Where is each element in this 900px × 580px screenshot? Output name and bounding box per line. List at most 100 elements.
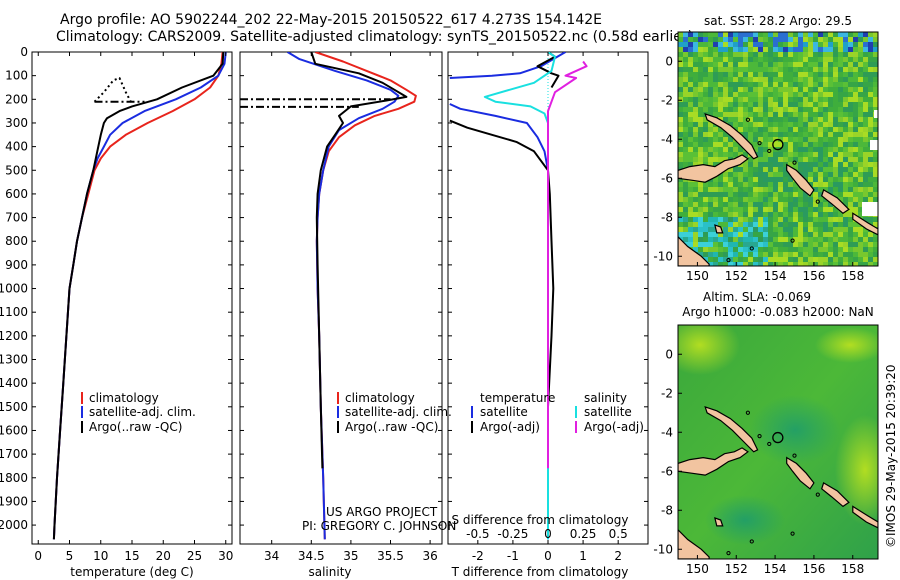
sst-cell <box>818 177 823 182</box>
sst-cell <box>703 57 708 62</box>
sst-cell <box>713 247 718 252</box>
new-ireland-land <box>704 405 759 453</box>
sst-cell <box>828 227 833 232</box>
sst-cell <box>748 117 753 122</box>
sst-cell <box>848 102 853 107</box>
sst-cell <box>788 217 793 222</box>
sst-cell <box>743 222 748 227</box>
sst-cell <box>828 72 833 77</box>
sst-cell <box>723 202 728 207</box>
sst-cell <box>868 122 873 127</box>
sst-cell <box>798 192 803 197</box>
sst-cell <box>788 77 793 82</box>
sst-cell <box>778 202 783 207</box>
sst-cell <box>808 197 813 202</box>
sst-cell <box>813 192 818 197</box>
sst-cell <box>833 227 838 232</box>
sst-cell <box>788 257 793 262</box>
sst-cell <box>843 262 848 266</box>
sst-cell <box>748 52 753 57</box>
sst-cell <box>728 47 733 52</box>
sst-cell <box>848 117 853 122</box>
map-ytick-label: -8 <box>661 210 673 224</box>
sst-cell <box>738 147 743 152</box>
sst-cell <box>858 257 863 262</box>
sst-cell <box>753 212 758 217</box>
sst-cell <box>808 207 813 212</box>
sst-cell <box>743 62 748 67</box>
sst-cell <box>863 67 868 72</box>
sst-cell <box>788 57 793 62</box>
sst-cell <box>683 137 688 142</box>
sst-cell <box>808 162 813 167</box>
sst-cell <box>868 237 873 242</box>
sst-cell <box>698 157 703 162</box>
sst-cell <box>863 137 868 142</box>
sst-cell <box>768 222 773 227</box>
sst-cell <box>723 72 728 77</box>
sst-cell <box>778 87 783 92</box>
sst-cell <box>793 57 798 62</box>
sst-cell <box>818 32 823 37</box>
sst-cell <box>828 202 833 207</box>
sst-cell <box>748 137 753 142</box>
sst-cell <box>753 92 758 97</box>
sst-cell <box>798 212 803 217</box>
sst-cell <box>788 107 793 112</box>
sst-cell <box>803 52 808 57</box>
sst-cell <box>783 217 788 222</box>
sst-cell <box>823 102 828 107</box>
sst-cell <box>763 112 768 117</box>
sst-cell <box>728 32 733 37</box>
sst-cell <box>788 202 793 207</box>
sst-cell <box>853 77 858 82</box>
sst-cell <box>723 97 728 102</box>
sst-cell <box>788 222 793 227</box>
sst-cell <box>768 202 773 207</box>
sst-cell <box>793 152 798 157</box>
sst-cell <box>818 252 823 257</box>
sst-cell <box>823 162 828 167</box>
sst-cell <box>738 67 743 72</box>
sst-cell <box>768 132 773 137</box>
sst-cell <box>808 102 813 107</box>
sst-cell <box>823 202 828 207</box>
sst-cell <box>788 67 793 72</box>
sst-cell <box>763 227 768 232</box>
sst-cell <box>793 92 798 97</box>
sst-cell <box>798 127 803 132</box>
sst-cell <box>748 62 753 67</box>
map-ytick-label: 0 <box>665 54 673 68</box>
sst-cell <box>853 67 858 72</box>
sst-cell <box>778 207 783 212</box>
sst-cell <box>723 187 728 192</box>
sst-cell <box>818 197 823 202</box>
sst-cell <box>783 177 788 182</box>
sst-cell <box>743 207 748 212</box>
depth-tick-label: 0 <box>20 45 28 59</box>
sst-cell <box>698 132 703 137</box>
sst-cell <box>778 157 783 162</box>
sst-cell <box>798 222 803 227</box>
map-xtick-label: 154 <box>764 562 787 576</box>
sst-cell <box>683 117 688 122</box>
legend-climatology-label: climatology <box>345 391 415 405</box>
profile-header: Argo profile: AO 5902244_202 22-May-2015… <box>60 12 602 28</box>
sst-cell <box>783 132 788 137</box>
sst-cell <box>763 82 768 87</box>
sst-cell <box>693 247 698 252</box>
sst-cell <box>798 157 803 162</box>
depth-tick-label: 1200 <box>0 329 28 343</box>
sst-cell <box>733 117 738 122</box>
sst-cell <box>828 147 833 152</box>
sst-cell <box>783 222 788 227</box>
sst-cell <box>778 57 783 62</box>
depth-tick-label: 1000 <box>0 282 28 296</box>
sst-cell <box>758 182 763 187</box>
sst-cell <box>778 77 783 82</box>
sst-cell <box>843 32 848 37</box>
sst-cell <box>778 232 783 237</box>
sst-cell <box>873 242 878 247</box>
sst-cell <box>873 217 878 222</box>
sst-cell <box>813 242 818 247</box>
